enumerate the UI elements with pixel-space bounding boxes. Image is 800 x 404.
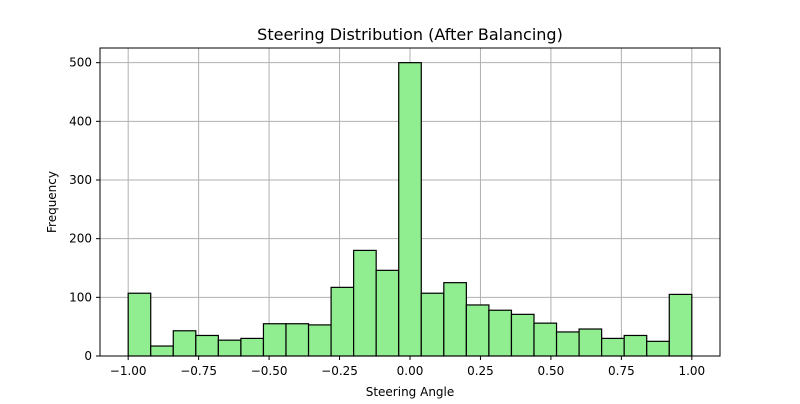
bars-layer	[127, 62, 693, 357]
histogram-bar	[443, 282, 467, 357]
histogram-bar	[285, 323, 310, 357]
histogram-bar	[240, 337, 265, 357]
histogram-bar	[533, 322, 558, 357]
x-tick-label: 1.00	[678, 364, 705, 378]
histogram-bar	[465, 304, 490, 357]
chart-title: Steering Distribution (After Balancing)	[257, 25, 563, 44]
histogram-bar	[646, 340, 670, 357]
x-tick-label: 0.00	[397, 364, 424, 378]
x-tick-label: −0.50	[251, 364, 288, 378]
x-tick-label: −0.75	[180, 364, 217, 378]
histogram-bar	[127, 292, 152, 357]
y-tick-label: 100	[69, 290, 92, 304]
y-tick-label: 400	[69, 114, 92, 128]
y-tick-label: 0	[84, 349, 92, 363]
x-axis-label: Steering Angle	[366, 385, 455, 399]
histogram-bar	[150, 345, 174, 357]
histogram-bar	[488, 309, 513, 357]
histogram-bar	[601, 337, 625, 357]
histogram-bar	[172, 330, 197, 357]
y-axis-ticks: 0 100 200 300 400 500	[69, 56, 100, 363]
histogram-bar	[668, 293, 693, 357]
histogram-bar	[353, 249, 377, 357]
histogram-bar	[195, 334, 219, 357]
y-axis-label: Frequency	[45, 171, 59, 233]
histogram-bar	[217, 339, 242, 357]
histogram-bar	[420, 292, 445, 357]
histogram-bar	[623, 334, 648, 357]
histogram-bar	[578, 328, 603, 357]
x-axis-ticks: −1.00 −0.75 −0.50 −0.25 0.00 0.25 0.50 0.75 1.00	[110, 356, 705, 378]
x-tick-label: 0.75	[608, 364, 635, 378]
histogram-bar	[510, 313, 535, 357]
histogram-bar	[375, 269, 400, 357]
histogram-bar	[555, 331, 580, 357]
y-tick-label: 500	[69, 56, 92, 70]
histogram-bar	[330, 286, 355, 357]
y-tick-label: 300	[69, 173, 92, 187]
x-tick-label: 0.50	[538, 364, 565, 378]
histogram-bar	[307, 324, 332, 357]
histogram-bar	[262, 323, 287, 357]
x-tick-label: −1.00	[110, 364, 147, 378]
x-tick-label: 0.25	[467, 364, 494, 378]
y-tick-label: 200	[69, 232, 92, 246]
x-tick-label: −0.25	[321, 364, 358, 378]
histogram-bar	[398, 62, 422, 357]
